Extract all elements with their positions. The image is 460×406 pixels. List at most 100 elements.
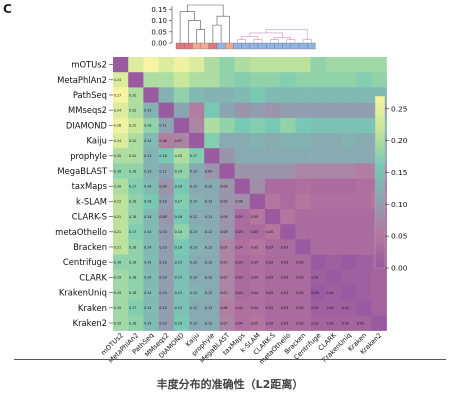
heatmap-cell [234, 57, 251, 73]
heatmap-cell [128, 148, 144, 164]
heatmap-cell [173, 102, 190, 119]
heatmap-cell [295, 315, 311, 331]
heatmap-cell [265, 269, 281, 286]
heatmap-cell [143, 300, 159, 316]
heatmap-cell [249, 269, 266, 286]
colorbar-label: 0.00 [391, 264, 408, 273]
heatmap-cell [249, 163, 266, 179]
heatmap-cell [310, 102, 327, 119]
heatmap-cell [204, 72, 220, 88]
heatmap-cell [234, 163, 251, 179]
cell-value-label: 0.03 [266, 321, 273, 325]
cell-value-label: 0.12 [190, 276, 197, 280]
heatmap-cell [158, 87, 175, 103]
heatmap-cell [325, 133, 342, 149]
cell-value-label: 0.20 [129, 93, 136, 97]
group-color-swatch [175, 42, 185, 50]
dendrogram-link [253, 39, 263, 43]
cell-value-label: 0.01 [311, 306, 318, 310]
cell-value-label: 0.03 [296, 261, 303, 265]
heatmap-cell [341, 193, 357, 210]
cell-value-label: 0.04 [235, 245, 242, 249]
cell-value-label: 0.03 [235, 230, 242, 234]
cell-value-label: 0.05 [251, 215, 258, 219]
heatmap-cell [128, 209, 144, 225]
colorbar: 0.00 0.05 0.10 0.15 0.20 0.25 [374, 95, 408, 273]
heatmap-cell [249, 57, 266, 73]
heatmap-cell [341, 285, 357, 301]
cell-value-label: 0.12 [205, 321, 212, 325]
heatmap-cell [280, 315, 296, 331]
dendrogram-link [212, 24, 222, 43]
cell-value-label: 0.18 [129, 291, 136, 295]
heatmap-cell [265, 102, 281, 119]
heatmap-cell [143, 102, 159, 119]
heatmap-cell [249, 224, 266, 240]
heatmap-cell [325, 163, 342, 179]
heatmap-cell [356, 300, 372, 316]
heatmap-cell [325, 117, 342, 134]
dendrogram-link [274, 37, 292, 40]
cell-value-label: 0.18 [144, 124, 151, 128]
cell-value-label: 0.13 [144, 109, 151, 113]
heatmap-cell [295, 239, 311, 255]
heatmap-cell [128, 269, 144, 286]
cell-value-label: 0.03 [266, 261, 273, 265]
heatmap-cell [204, 239, 220, 255]
heatmap-cell [113, 117, 129, 134]
heatmap-cell [310, 193, 327, 210]
heatmap-cell [143, 193, 159, 210]
cell-value-label: 0.05 [251, 321, 258, 325]
heatmap-cell [219, 102, 235, 119]
heatmap-cell [173, 148, 190, 164]
heatmap-cell [113, 269, 129, 286]
heatmap-cell [249, 117, 266, 134]
heatmap-cell [173, 315, 190, 331]
cell-value-label: 0.13 [190, 230, 197, 234]
dendrogram-axis-label: 0.10 [151, 17, 167, 25]
heatmap-cell [158, 300, 175, 316]
heatmap-cell [173, 117, 190, 134]
heatmap-cell [356, 72, 372, 88]
cell-value-label: 0.13 [190, 200, 197, 204]
heatmap-cell [113, 300, 129, 316]
cell-value-label: 0.07 [220, 291, 227, 295]
cell-value-label: 0.14 [144, 139, 151, 143]
heatmap-cell [265, 148, 281, 164]
cell-value-label: 0.21 [114, 230, 121, 234]
heatmap-cell [295, 254, 311, 271]
heatmap-cell [356, 87, 372, 103]
heatmap-cell [173, 300, 190, 316]
cell-value-label: 0.18 [175, 169, 182, 173]
cell-value-label: 0.04 [251, 276, 258, 280]
dendrogram [179, 4, 312, 43]
heatmap-cell [280, 72, 296, 88]
heatmap-cell [249, 315, 266, 331]
heatmap-cell [265, 254, 281, 271]
cell-value-label: 0.05 [266, 230, 273, 234]
heatmap-cell [113, 193, 129, 210]
heatmap-cell [204, 224, 220, 240]
cell-value-label: 0.18 [175, 230, 182, 234]
heatmap-cell [325, 239, 342, 255]
cell-value-label: 0.12 [205, 200, 212, 204]
cell-value-label: 0.12 [205, 276, 212, 280]
heatmap-cell [356, 163, 372, 179]
cell-value-label: 0.09 [220, 200, 227, 204]
cell-value-label: 0.20 [114, 154, 121, 158]
row-label: Kraken [78, 303, 107, 313]
heatmap-cell [158, 72, 175, 88]
cell-value-label: 0.12 [190, 306, 197, 310]
row-label: MegaBLAST [57, 166, 107, 176]
heatmap-cell [143, 148, 159, 164]
cell-value-label: 0.03 [296, 291, 303, 295]
cell-value-label: 0.14 [144, 215, 151, 219]
cell-value-label: 0.16 [144, 200, 151, 204]
cell-value-label: 0.12 [205, 230, 212, 234]
heatmap-cell [143, 117, 159, 134]
cell-value-label: 0.03 [266, 306, 273, 310]
row-label: taxMaps [72, 181, 107, 191]
heatmap-cell [341, 315, 357, 331]
dendrogram-axis-label: 0.15 [151, 6, 167, 14]
